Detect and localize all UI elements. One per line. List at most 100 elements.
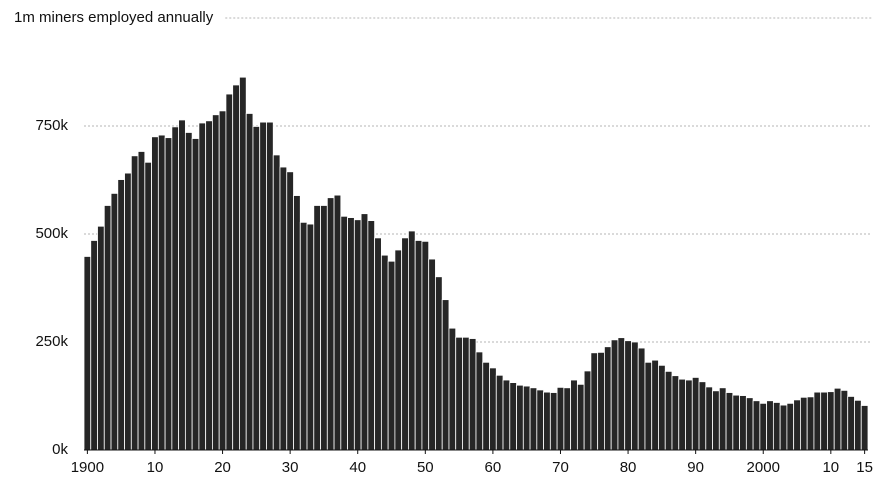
bar [637,347,646,451]
bar [164,137,173,451]
y-tick-label: 750k [35,117,68,134]
bar [576,383,585,451]
bar [367,220,376,451]
bar [252,126,261,451]
x-tick-label: 10 [822,459,839,476]
bar [360,213,369,451]
bar [847,396,855,451]
x-tick-label: 20 [214,459,231,476]
bar [516,384,524,451]
bar [827,391,835,451]
bar [536,389,544,451]
bar [813,391,822,451]
bar [245,113,254,451]
bar [414,240,423,451]
bar [833,387,842,451]
y-tick-label: 500k [35,225,68,242]
bar [502,379,511,451]
bar [543,391,551,451]
bar [333,194,342,451]
bar [90,240,98,451]
bar [259,121,267,451]
bar [462,336,470,451]
x-tick-label: 40 [349,459,366,476]
x-tick-label: 15 [856,459,873,476]
bar [651,359,659,451]
x-tick-label: 50 [417,459,434,476]
bar [617,337,626,451]
bar [759,402,768,451]
bar [313,205,321,451]
bar [860,405,869,451]
bar [191,138,200,451]
bar [820,391,828,451]
bar [198,122,207,451]
bar [218,110,227,451]
bar [583,370,592,451]
bar [745,397,754,451]
bar [340,215,348,451]
bar [455,336,463,451]
bar [698,381,707,451]
bar [658,364,666,451]
bar [597,351,605,451]
bar [772,402,781,451]
x-tick-label: 2000 [747,459,780,476]
bar [232,84,240,451]
bar [421,240,430,451]
bar [225,93,234,451]
bar [752,400,761,451]
x-tick-label: 90 [687,459,704,476]
bar [718,387,727,451]
bar [144,161,152,451]
bar [786,402,795,451]
bar [97,225,105,451]
x-tick-label: 80 [620,459,637,476]
bar [725,392,734,451]
bar [239,76,247,451]
bar [854,399,862,451]
bar [800,396,808,451]
bar [624,340,632,451]
bar [435,276,443,451]
bar [732,394,740,451]
bar [563,387,572,451]
bar [347,217,355,451]
bar [590,352,599,451]
bar [495,374,504,451]
y-tick-label: 0k [52,441,68,458]
bar [428,258,436,451]
bar [286,171,294,451]
bar [157,134,166,451]
bar [205,120,213,451]
bar [529,387,538,451]
bar [509,382,517,451]
bar [691,377,700,451]
bar [678,378,686,451]
bar [178,119,186,451]
bar [299,221,308,451]
bar [103,205,112,451]
y-tick-label: 250k [35,333,68,350]
x-tick-label: 30 [282,459,299,476]
bar [117,179,125,451]
bar [326,197,335,451]
bar [83,256,92,451]
bar [110,192,119,451]
bar [685,379,693,451]
bar [712,390,720,451]
bar [137,151,146,451]
bar [380,254,389,451]
bar [489,367,497,451]
x-tick-label: 10 [147,459,164,476]
x-tick-label: 1900 [71,459,104,476]
bar [739,395,747,451]
bar [644,361,653,451]
bar [664,370,673,451]
bar [279,166,288,451]
bar [374,237,382,451]
bar [184,132,193,451]
bar [266,121,274,451]
bar [441,299,450,451]
